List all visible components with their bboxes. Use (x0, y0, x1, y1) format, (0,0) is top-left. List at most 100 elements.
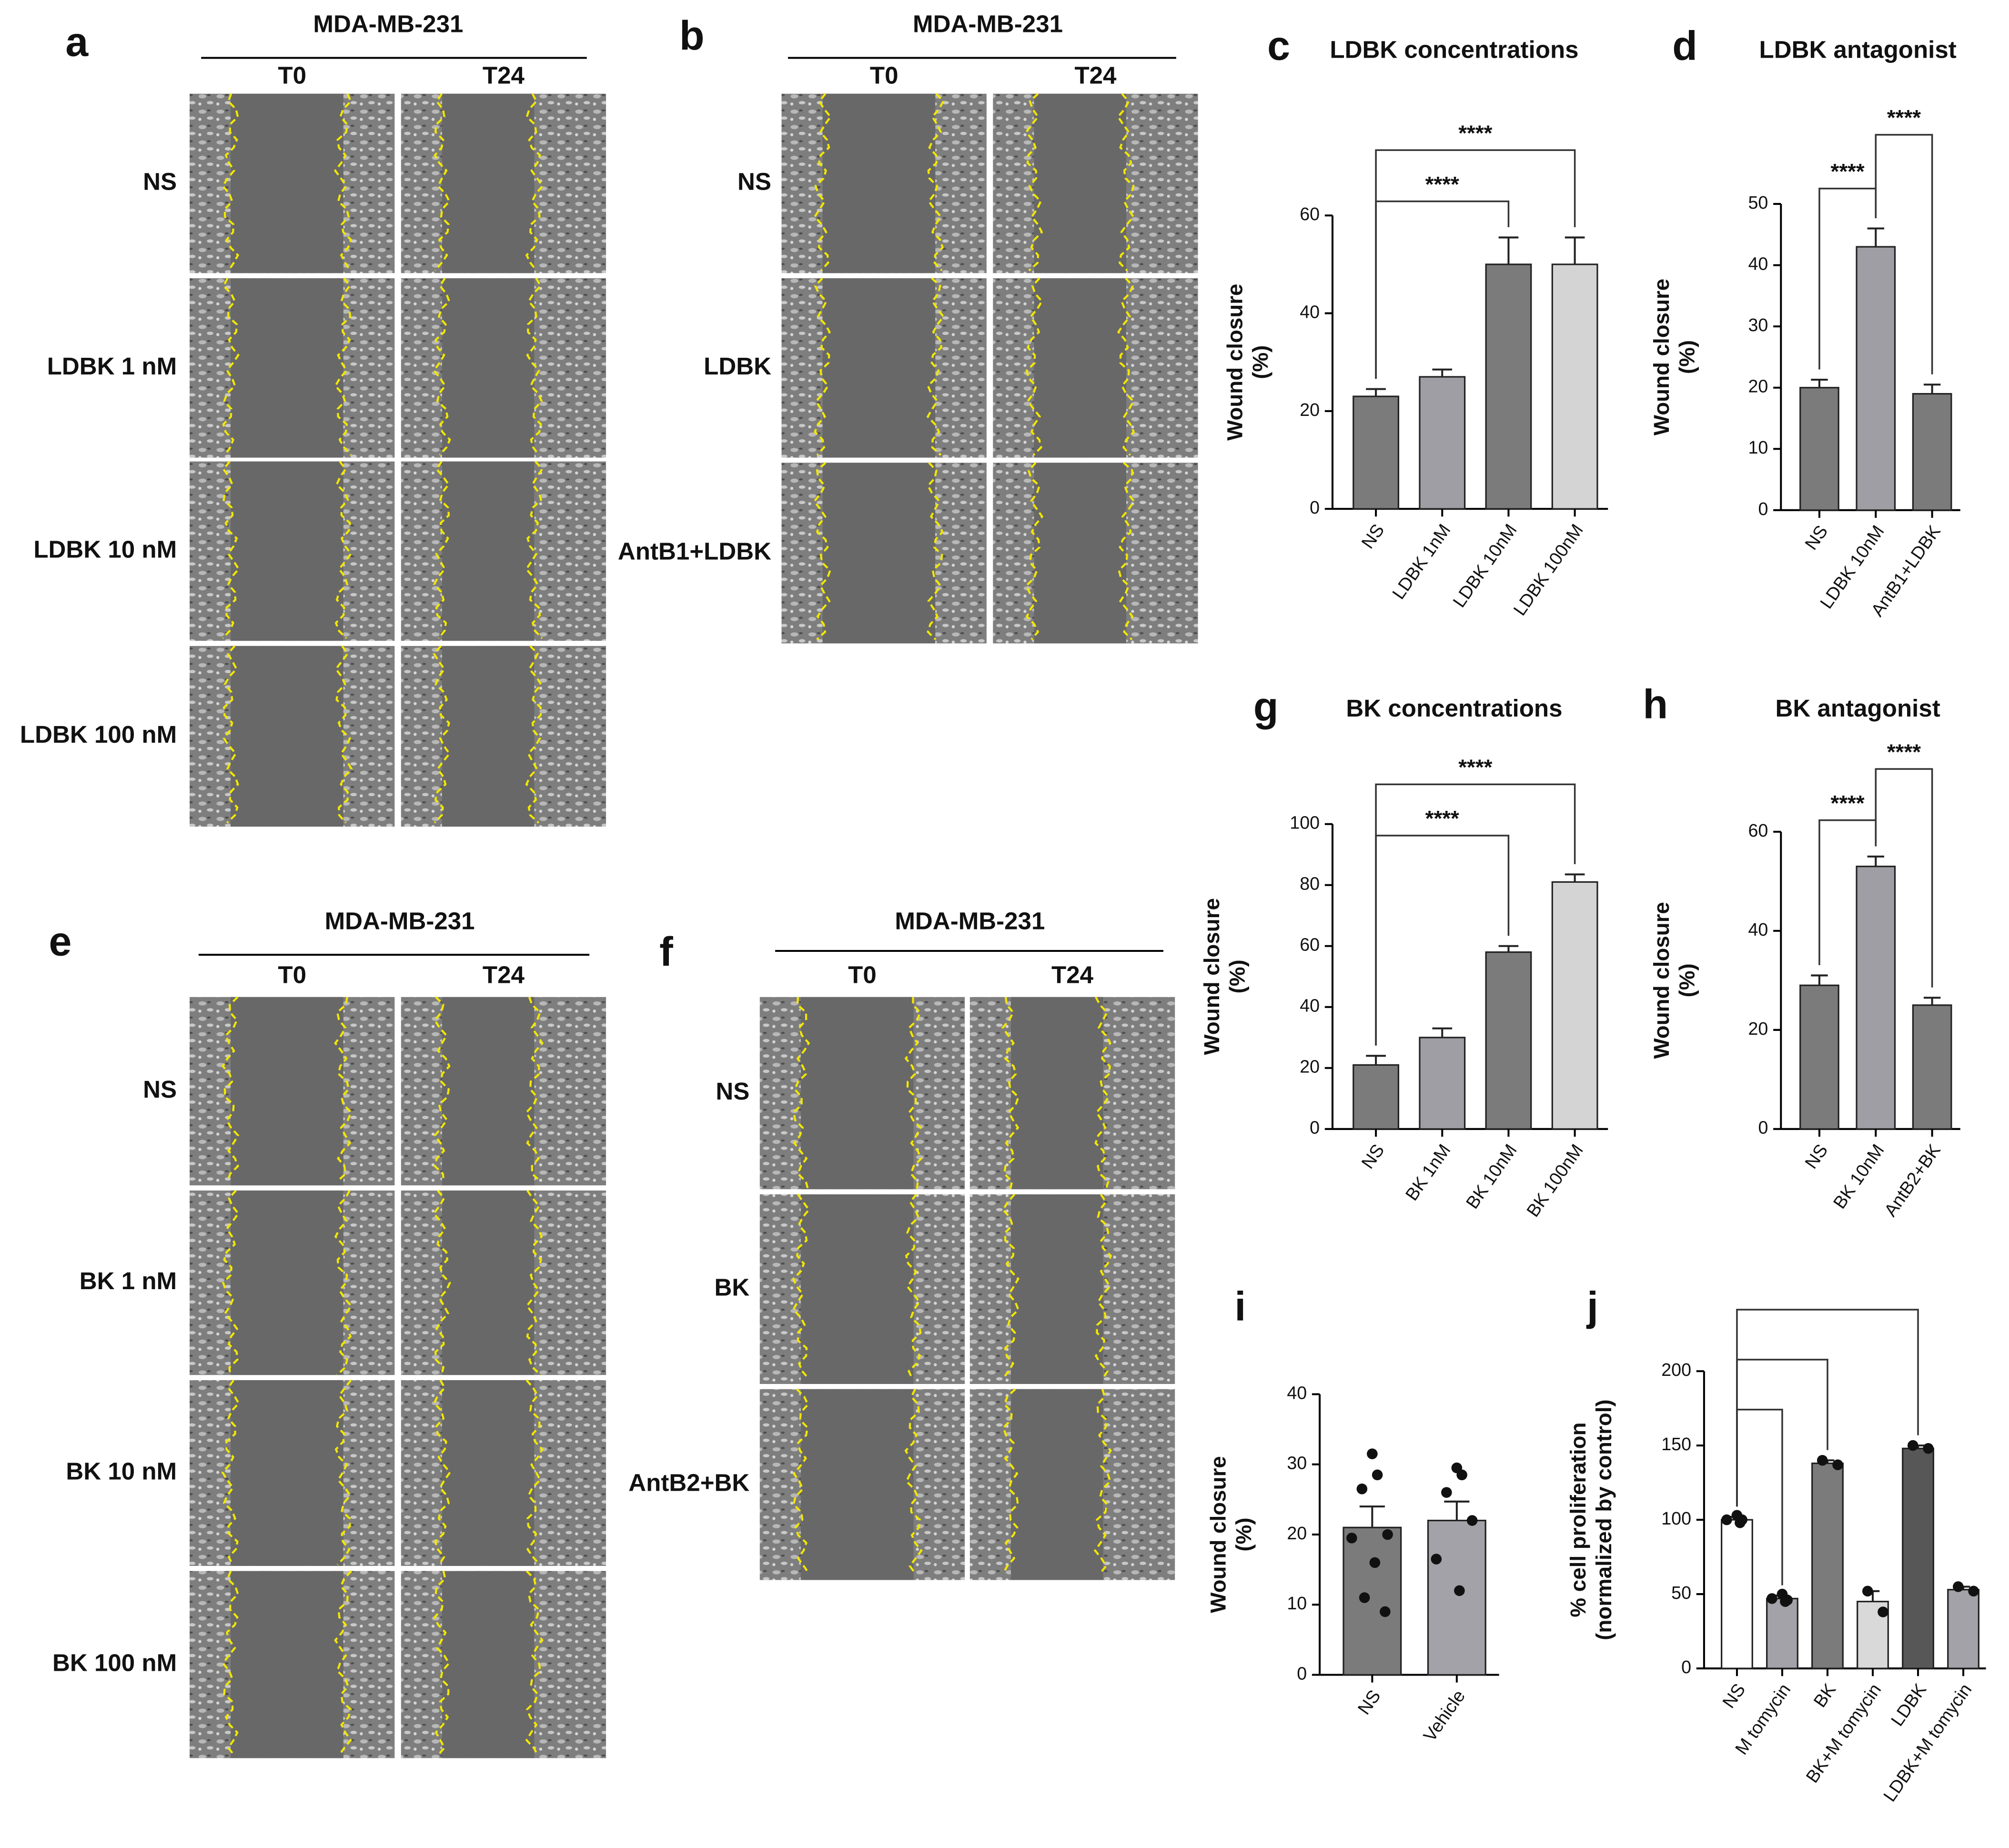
x-tick-label: BK (1809, 1680, 1839, 1711)
wound-area (442, 278, 535, 458)
x-tick-label: NS (1718, 1680, 1749, 1712)
wound-area (800, 1389, 914, 1580)
column-label: T24 (1074, 61, 1117, 89)
wound-edge (525, 997, 544, 1182)
data-point (1431, 1554, 1442, 1565)
wound-edge (1117, 277, 1135, 456)
bar (1353, 395, 1400, 510)
bar (1811, 1462, 1844, 1669)
wound-edge (1001, 997, 1020, 1190)
chart-title: BK antagonist (1776, 695, 1940, 722)
wound-edge (525, 1570, 544, 1756)
y-axis-label: Wound closure (1222, 284, 1247, 441)
column-label: T0 (848, 961, 877, 988)
wound-edge (1093, 1389, 1112, 1575)
row-label: LDBK 100 nM (20, 721, 177, 748)
wound-area (1010, 1389, 1103, 1580)
y-tick-label: 30 (1287, 1453, 1307, 1473)
wound-edge (1025, 277, 1043, 456)
row-label: LDBK 1 nM (47, 353, 177, 380)
wound-edge (433, 1190, 451, 1375)
x-tick-label: Vehicle (1419, 1686, 1469, 1745)
y-tick-label: 10 (1287, 1593, 1307, 1613)
x-tick-label: NS (1801, 1141, 1831, 1172)
significance-label: **** (1458, 755, 1492, 779)
y-tick-label: 0 (1297, 1663, 1307, 1683)
wound-edge (525, 461, 544, 639)
bar (1912, 393, 1952, 511)
data-point (1456, 1469, 1467, 1481)
row-label: AntB1+LDBK (618, 537, 771, 565)
significance-bracket (1375, 783, 1576, 1046)
wound-edge (905, 1193, 922, 1380)
bar (1912, 1004, 1952, 1130)
x-tick-label: NS (1801, 522, 1831, 554)
panel-letter: d (1672, 23, 1697, 69)
x-tick-label: NS (1357, 520, 1388, 552)
bar (1799, 387, 1839, 511)
significance-label: **** (1425, 807, 1459, 831)
significance-bracket (1875, 768, 1933, 988)
y-axis-label: (normalized by control) (1592, 1399, 1616, 1640)
cell-line-header: MDA-MB-231 (895, 907, 1045, 934)
wound-edge (222, 278, 240, 456)
y-tick-label: 30 (1748, 315, 1768, 335)
wound-edge (1118, 462, 1136, 640)
y-tick-label: 200 (1661, 1360, 1691, 1380)
x-tick-label: NS (1353, 1686, 1384, 1718)
wound-edge (1001, 1193, 1020, 1380)
wound-edge (334, 997, 353, 1182)
cell-line-header: MDA-MB-231 (913, 10, 1063, 38)
wound-edge (927, 93, 945, 272)
chart-title: BK concentrations (1346, 695, 1562, 722)
wound-edge (1117, 93, 1135, 272)
panel-letter: h (1643, 682, 1668, 727)
wound-edge (334, 1190, 353, 1376)
significance-label: **** (1887, 740, 1921, 764)
bar (1947, 1589, 1979, 1669)
wound-edge (433, 461, 450, 639)
data-point (1735, 1517, 1746, 1528)
wound-edge (433, 645, 451, 824)
wound-edge (334, 461, 353, 639)
column-label: T0 (278, 61, 306, 89)
y-tick-label: 50 (1748, 192, 1768, 212)
bar (1551, 881, 1598, 1130)
wound-edge (927, 462, 944, 640)
x-tick-label: LDBK 100nM (1509, 520, 1587, 619)
data-point (1372, 1469, 1383, 1481)
wound-edge (433, 1571, 451, 1757)
data-point (1466, 1515, 1478, 1526)
y-tick-label: 60 (1748, 820, 1768, 840)
bar (1353, 1064, 1400, 1130)
bar (1856, 866, 1896, 1130)
row-label: BK 1 nM (80, 1267, 177, 1294)
wound-edge (222, 1570, 239, 1757)
x-tick-label: BK 1nM (1402, 1141, 1454, 1204)
wound-edge (904, 997, 923, 1190)
wound-edge (222, 461, 240, 639)
data-point (1356, 1484, 1368, 1495)
wound-edge (792, 997, 810, 1190)
y-tick-label: 100 (1290, 813, 1320, 833)
row-label: NS (143, 1076, 177, 1103)
data-point (1441, 1487, 1452, 1498)
wound-edge (525, 1379, 544, 1565)
wound-edge (1025, 93, 1043, 272)
bar (1551, 263, 1598, 510)
wound-area (822, 93, 936, 273)
y-axis-label: (%) (1248, 345, 1272, 379)
column-label: T24 (1051, 961, 1094, 988)
y-tick-label: 0 (1758, 1118, 1768, 1138)
wound-edge (433, 1379, 452, 1565)
row-label: LDBK 10 nM (33, 535, 177, 563)
y-tick-label: 20 (1287, 1523, 1307, 1543)
wound-edge (222, 1190, 240, 1375)
y-tick-label: 40 (1300, 996, 1320, 1016)
y-axis-label: (%) (1675, 340, 1699, 374)
row-label: AntB2+BK (628, 1469, 749, 1496)
wound-area (231, 1571, 343, 1758)
data-point (1380, 1606, 1391, 1617)
